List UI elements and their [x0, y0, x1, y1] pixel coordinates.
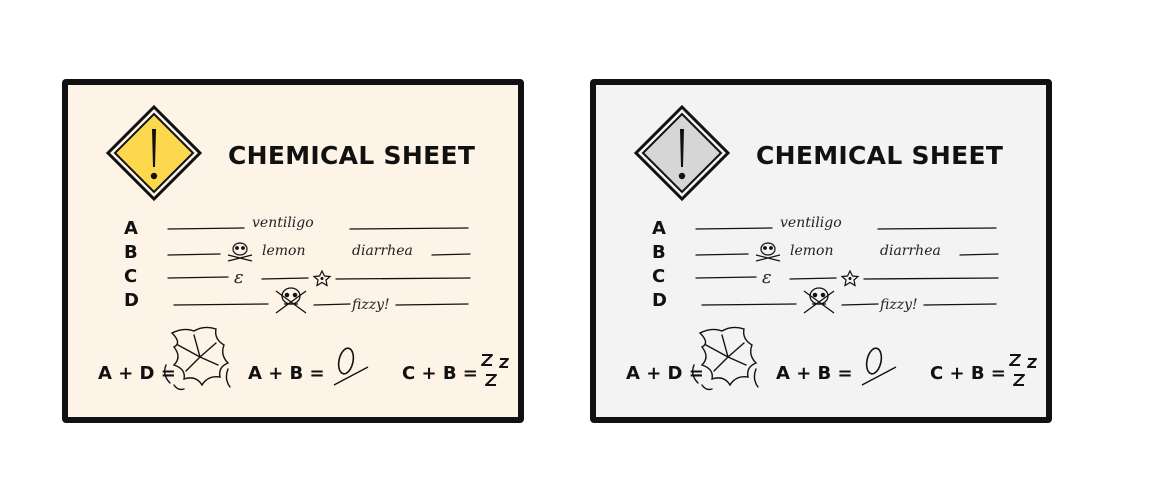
ingredient-note-b-2: diarrhea [352, 243, 413, 259]
ingredient-letter-d: D [652, 290, 667, 311]
ingredient-notes: ventiligo lemon diarrhea ε fizzy! [167, 215, 471, 314]
result-a-plus-b: 0 [861, 347, 897, 386]
ingredient-letter-b: B [124, 242, 138, 263]
blank-line [431, 253, 471, 256]
explosion-icon [164, 326, 231, 391]
ingredient-note-b-2: diarrhea [880, 243, 941, 259]
chemical-sheet-color: CHEMICAL SHEET A B C D ventiligo [62, 79, 524, 423]
chemical-sheet-grayscale: CHEMICAL SHEET A B C D ventiligo lemon [590, 79, 1052, 423]
ingredient-letter-b: B [652, 242, 666, 263]
skull-crossbones-icon [803, 287, 835, 314]
ingredient-note-c-1: ε [234, 267, 244, 288]
ingredient-letter-c: C [124, 266, 138, 287]
blank-line [863, 277, 999, 280]
blank-line [695, 253, 749, 256]
blank-line [167, 276, 229, 279]
equation-c-plus-b: C + B = [930, 363, 1006, 384]
sheet-title: CHEMICAL SHEET [228, 141, 476, 170]
sleep-zzz-icon: z z z [1009, 354, 1037, 386]
ingredient-note-a-1: ventiligo [780, 215, 842, 231]
blank-line [701, 303, 797, 306]
equation-a-plus-d: A + D = [98, 363, 176, 384]
ingredient-letter-d: D [124, 290, 139, 311]
blank-line [923, 303, 997, 306]
blank-line [261, 277, 309, 280]
ingredient-letters: A B C D [652, 217, 672, 313]
equation-a-plus-b: A + B = [248, 363, 325, 384]
hazard-warning-icon [634, 105, 730, 201]
blank-line [695, 227, 773, 230]
explosion-icon [692, 326, 759, 391]
blank-line [395, 303, 469, 306]
ingredient-note-c-1: ε [762, 267, 772, 288]
ingredient-letter-a: A [652, 218, 666, 239]
ingredient-letters: A B C D [124, 217, 144, 313]
star-icon [312, 269, 332, 287]
ingredient-note-b-1: lemon [262, 243, 305, 259]
blank-line [335, 277, 471, 280]
star-icon [840, 269, 860, 287]
ingredient-note-a-1: ventiligo [252, 215, 314, 231]
ingredient-letter-c: C [652, 266, 666, 287]
equation-c-plus-b: C + B = [402, 363, 478, 384]
result-a-plus-b: 0 [333, 347, 369, 386]
blank-line [789, 277, 837, 280]
sleep-zzz-icon: z z z [481, 354, 509, 386]
ingredient-note-b-1: lemon [790, 243, 833, 259]
blank-line [167, 227, 245, 230]
sheet-title: CHEMICAL SHEET [756, 141, 1004, 170]
ingredient-letter-a: A [124, 218, 138, 239]
blank-line [877, 227, 997, 230]
blank-line [959, 253, 999, 256]
ingredient-notes: ventiligo lemon diarrhea ε fizzy! [695, 215, 999, 314]
skull-crossbones-icon [227, 242, 253, 262]
blank-line [695, 276, 757, 279]
blank-line [173, 303, 269, 306]
equation-a-plus-b: A + B = [776, 363, 853, 384]
blank-line [167, 253, 221, 256]
blank-line [313, 303, 351, 306]
blank-line [349, 227, 469, 230]
hazard-warning-icon [106, 105, 202, 201]
skull-crossbones-icon [275, 287, 307, 314]
skull-crossbones-icon [755, 242, 781, 262]
ingredient-note-d-1: fizzy! [879, 297, 918, 313]
equation-a-plus-d: A + D = [626, 363, 704, 384]
blank-line [841, 303, 879, 306]
ingredient-note-d-1: fizzy! [351, 297, 390, 313]
